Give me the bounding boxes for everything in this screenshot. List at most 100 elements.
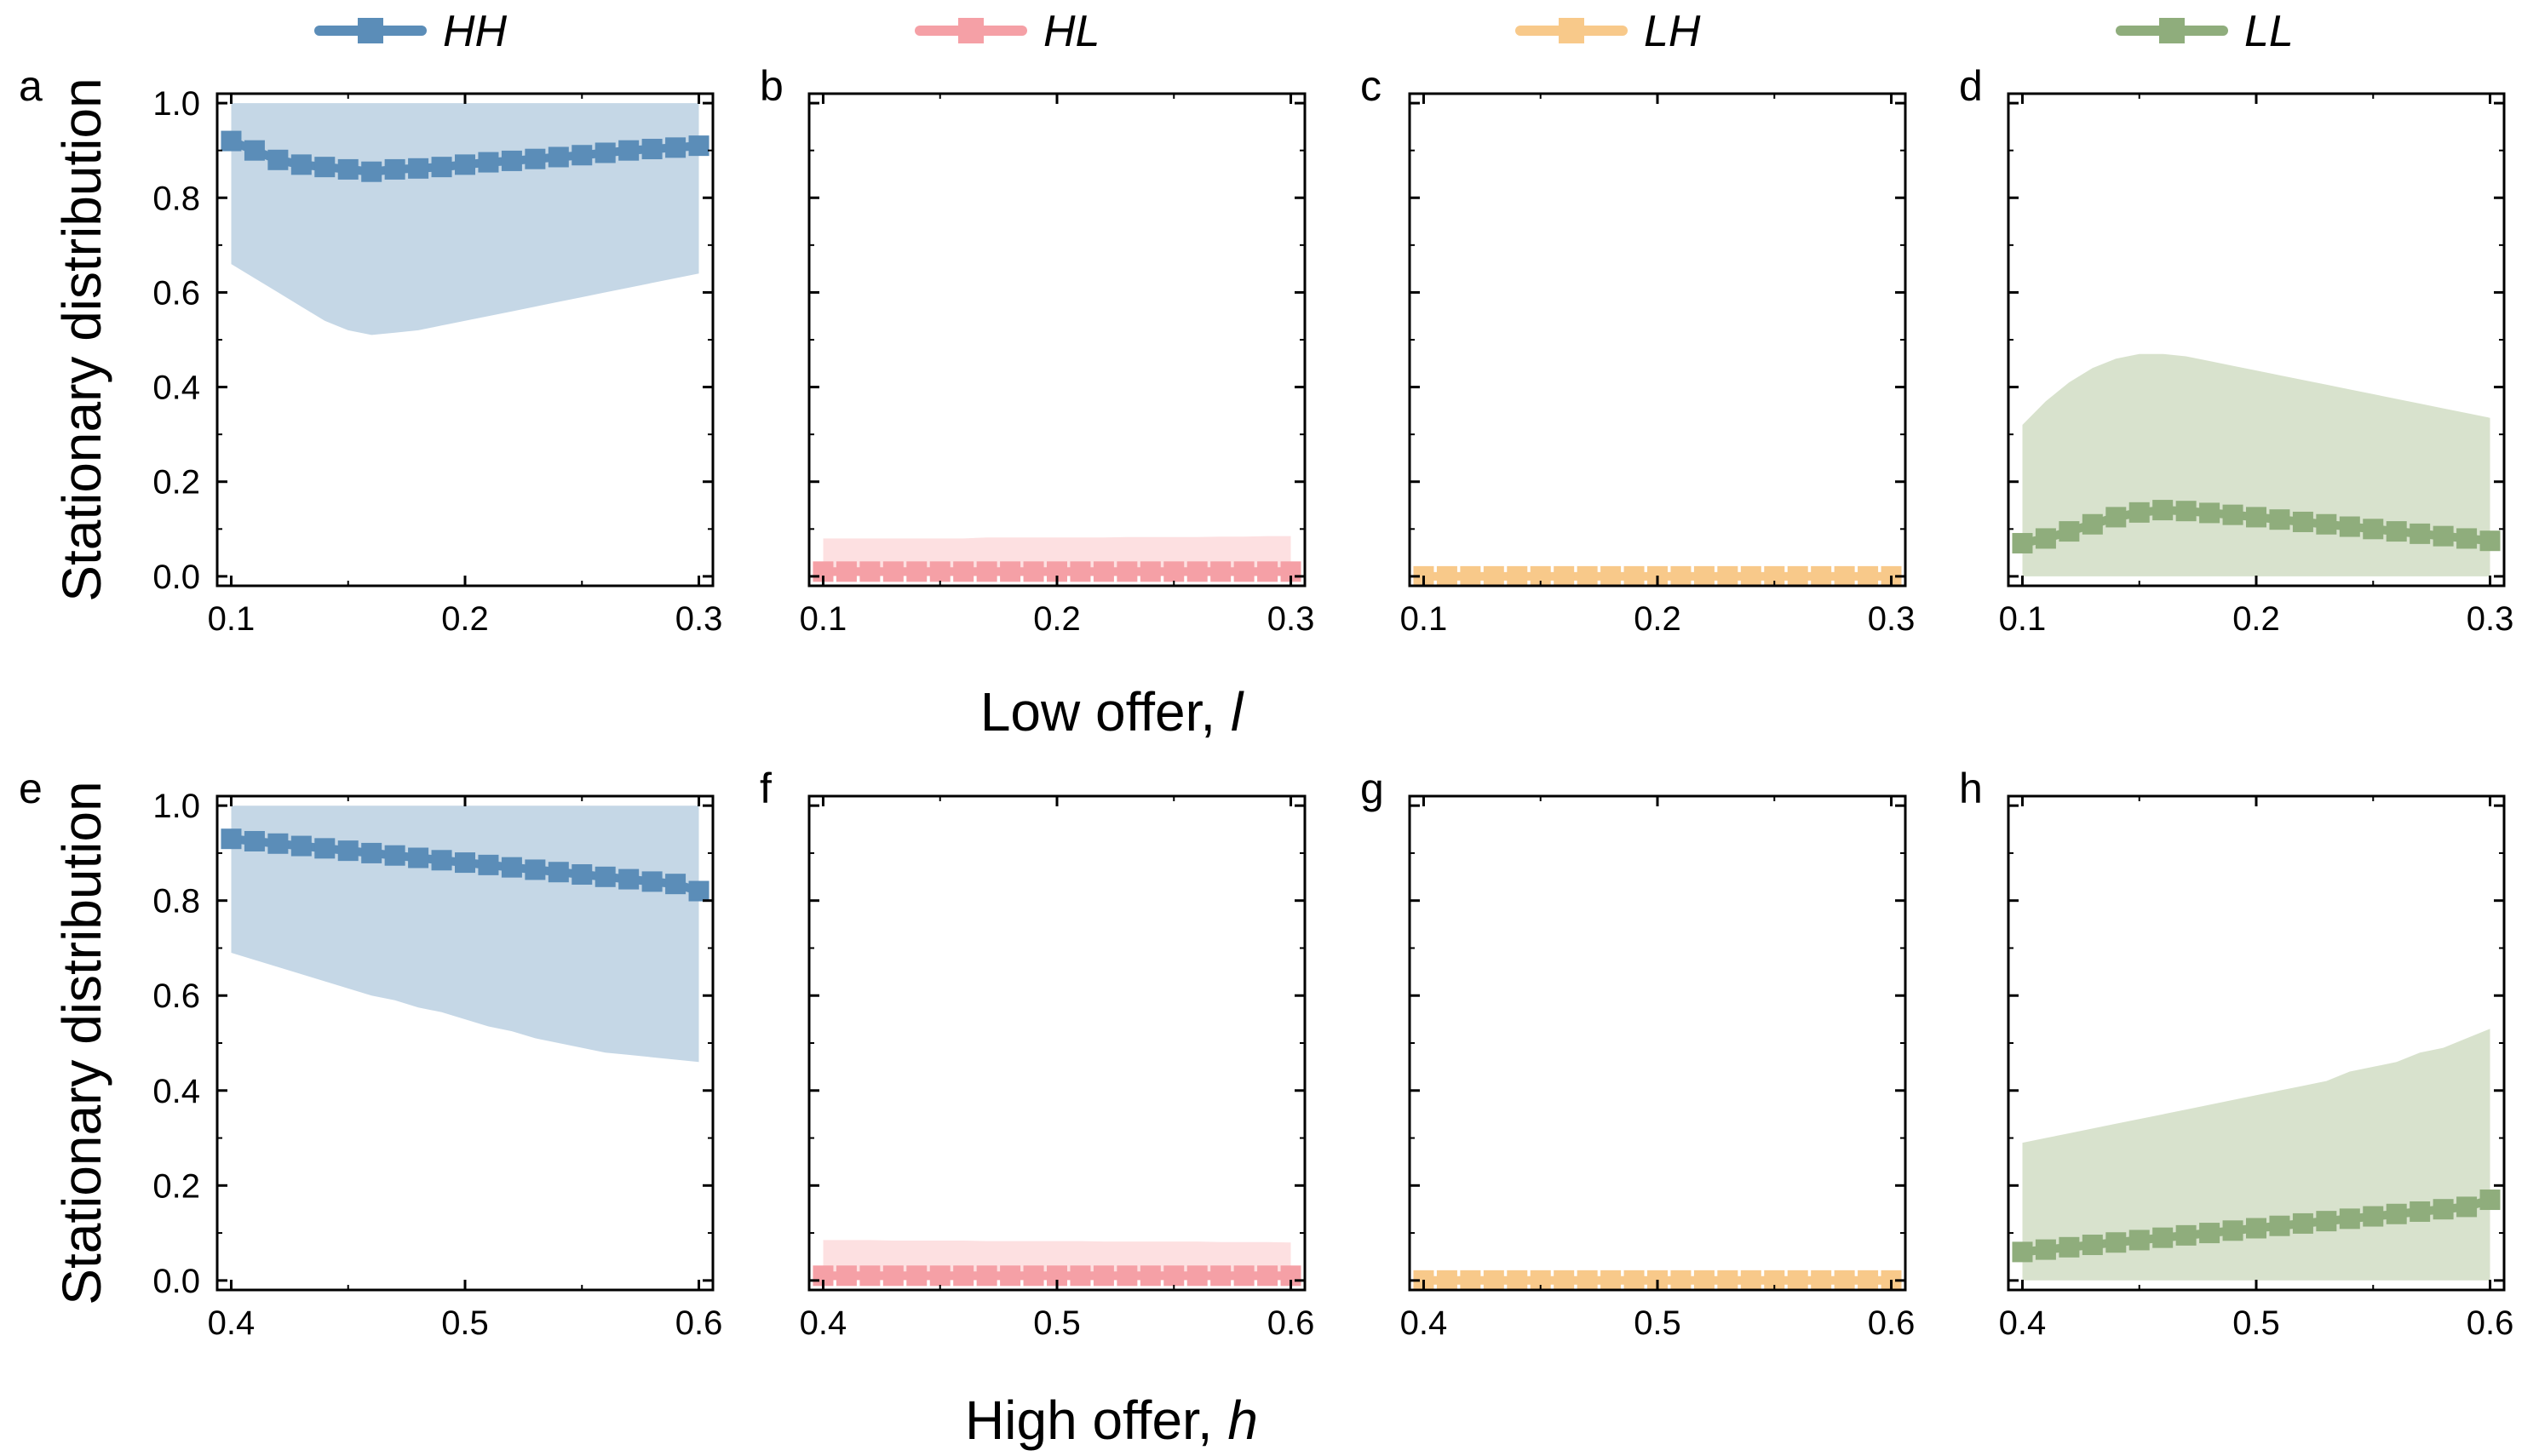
legend-label: LH: [1644, 7, 1701, 56]
data-point: [953, 561, 974, 582]
legend: HH HL LH LL: [314, 7, 2294, 56]
x-tick-label: 0.6: [1267, 1304, 1315, 1342]
data-point: [2035, 1239, 2056, 1260]
data-point: [836, 1265, 857, 1287]
panel-f: 0.4 0.5 0.6 f: [760, 765, 1314, 1342]
data-point: [618, 140, 640, 161]
panel-letter: e: [19, 765, 43, 812]
panel-letter: a: [19, 62, 43, 110]
data-point: [2386, 521, 2407, 542]
y-tick-label: 0.2: [152, 1167, 200, 1205]
data-point: [2433, 525, 2454, 547]
data-point: [314, 157, 336, 178]
panel-e: 0.0 0.2 0.4 0.6 0.8 1.0 0.4 0.5 0.6 e: [19, 765, 722, 1342]
data-point: [2152, 500, 2174, 521]
data-point: [929, 561, 951, 582]
y-tick-label: 1.0: [152, 788, 200, 825]
data-point: [1623, 565, 1645, 587]
x-tick-label: 0.4: [1999, 1304, 2047, 1342]
data-point: [244, 140, 265, 161]
x-axis-title: Low offer, l: [980, 681, 1244, 742]
data-point: [337, 158, 359, 180]
y-axis-title: Stationary distribution: [51, 77, 112, 601]
y-tick-label: 0.8: [152, 883, 200, 920]
data-point: [384, 845, 405, 866]
data-point: [1210, 561, 1232, 582]
data-point: [525, 148, 546, 169]
data-point: [2479, 530, 2501, 552]
data-point: [2012, 1241, 2033, 1263]
panel-g: 0.4 0.5 0.6 g: [1360, 765, 1915, 1342]
data-point: [2386, 1203, 2407, 1224]
data-point: [1577, 565, 1598, 587]
data-point: [1787, 565, 1808, 587]
panel-letter: d: [1959, 62, 1983, 110]
data-point: [2199, 502, 2220, 524]
panel-h: 0.4 0.5 0.6 h: [1959, 765, 2513, 1342]
x-axis-variable: h: [1227, 1390, 1258, 1451]
data-point: [1811, 565, 1832, 587]
data-point: [665, 874, 686, 895]
data-point: [455, 154, 475, 175]
plot-frame: [807, 794, 1307, 1292]
data-point: [1693, 565, 1715, 587]
panel-a: 0.0 0.2 0.4 0.6 0.8 1.0 0.1 0.2 0.3 a: [19, 62, 722, 638]
data-point: [1460, 1270, 1481, 1291]
data-point: [314, 838, 336, 859]
data-point: [1858, 565, 1879, 587]
data-point: [1000, 561, 1021, 582]
data-point: [641, 871, 663, 892]
data-point: [2269, 1215, 2290, 1236]
x-axis-title-text: Low offer,: [980, 681, 1231, 742]
data-point: [1717, 565, 1738, 587]
data-point: [1210, 1265, 1232, 1287]
data-point: [244, 830, 265, 851]
data-point: [290, 835, 312, 857]
data-point: [906, 1265, 928, 1287]
data-point: [1233, 1265, 1255, 1287]
data-point: [1834, 1270, 1855, 1291]
data-point: [501, 857, 522, 878]
x-tick-label: 0.1: [1999, 600, 2047, 638]
data-point: [1554, 1270, 1575, 1291]
y-tick-label: 0.6: [152, 977, 200, 1015]
data-point: [836, 561, 857, 582]
x-tick-label: 0.2: [441, 600, 489, 638]
plot-frame: [1408, 794, 1907, 1292]
data-point: [1163, 1265, 1185, 1287]
data-point: [267, 149, 289, 170]
data-point: [2456, 528, 2478, 549]
data-point: [2152, 1227, 2174, 1248]
data-point: [2433, 1199, 2454, 1220]
data-point: [1093, 561, 1114, 582]
data-point: [1717, 1270, 1738, 1291]
data-point: [929, 1265, 951, 1287]
y-tick-label: 0.4: [152, 1073, 200, 1110]
y-axis-title: Stationary distribution: [51, 781, 112, 1304]
legend-marker: [958, 18, 984, 43]
data-point: [1163, 561, 1185, 582]
data-point: [906, 561, 928, 582]
data-point: [2316, 1211, 2337, 1232]
data-point: [572, 864, 593, 886]
legend-marker: [1559, 18, 1584, 43]
data-point: [1483, 565, 1504, 587]
data-point: [976, 1265, 997, 1287]
x-tick-label: 0.5: [2232, 1304, 2280, 1342]
data-point: [267, 833, 289, 854]
legend-entry-ll: LL: [2116, 7, 2294, 56]
data-point: [1140, 561, 1161, 582]
data-point: [1834, 565, 1855, 587]
x-tick-label: 0.2: [1634, 600, 1681, 638]
data-point: [1436, 1270, 1457, 1291]
x-tick-label: 0.1: [1400, 600, 1448, 638]
data-point: [2082, 513, 2103, 535]
x-tick-label: 0.1: [800, 600, 847, 638]
data-point: [2082, 1235, 2103, 1256]
data-point: [1186, 1265, 1208, 1287]
data-point: [408, 847, 429, 868]
data-point: [2269, 509, 2290, 530]
data-point: [2363, 1206, 2384, 1227]
x-tick-label: 0.5: [1033, 1304, 1081, 1342]
